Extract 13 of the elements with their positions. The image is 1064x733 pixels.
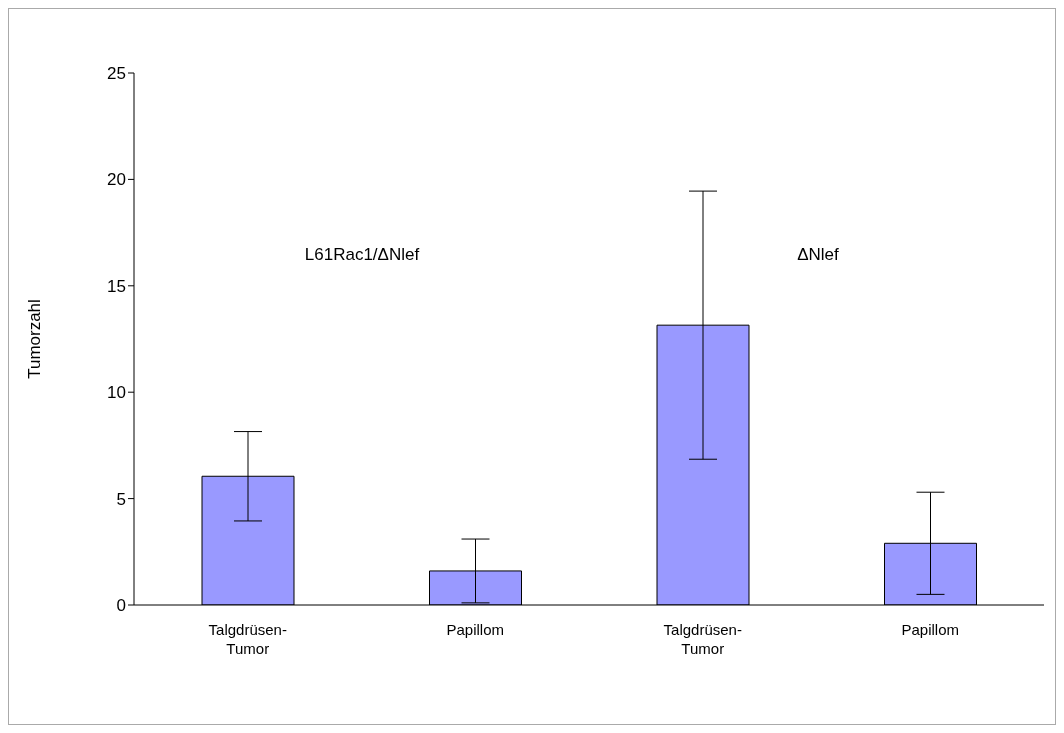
x-tick-label: Talgdrüsen-Tumor [208,621,287,657]
x-tick-label: Talgdrüsen-Tumor [663,621,742,657]
y-axis-title: Tumorzahl [25,299,45,379]
x-tick-label: Papillom [901,621,960,638]
annotation: L61Rac1/ΔNlef [303,245,421,265]
y-tick-label: 10 [107,383,126,403]
y-tick-label: 0 [116,596,126,616]
x-tick-label: Papillom [446,621,505,638]
y-tick-label: 15 [107,276,126,296]
y-tick-label: 20 [107,170,126,190]
y-tick-label: 5 [116,489,126,509]
annotation: ΔNlef [796,245,840,265]
y-tick-label: 25 [107,64,126,84]
